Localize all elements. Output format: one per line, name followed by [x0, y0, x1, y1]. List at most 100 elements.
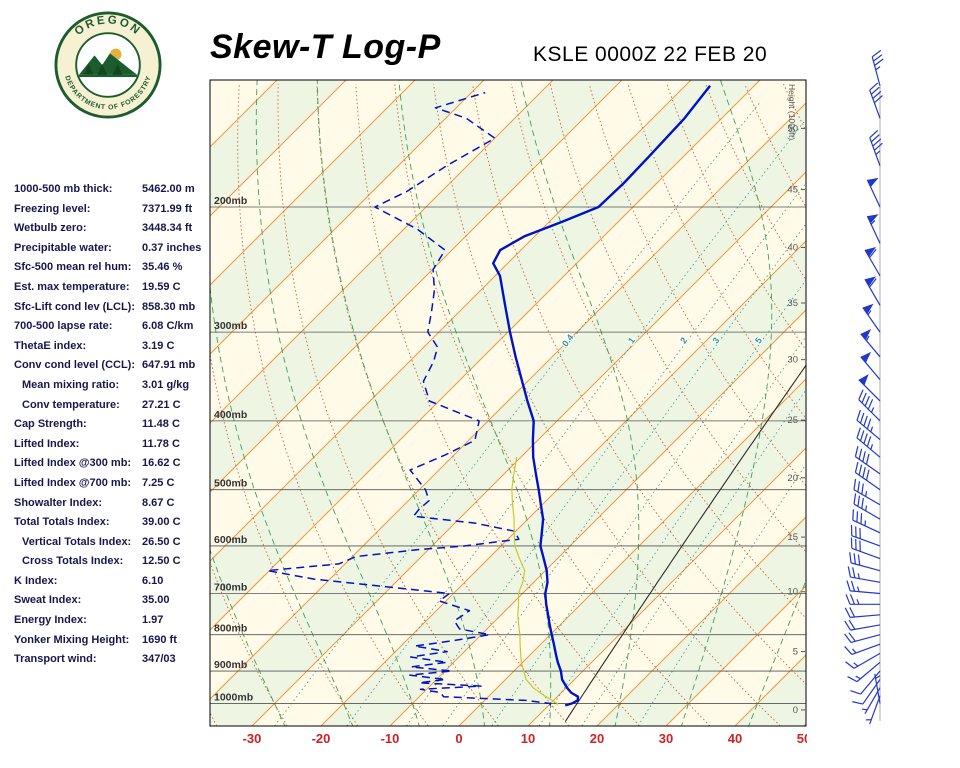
- page-title: Skew-T Log-P: [210, 28, 441, 66]
- index-label: Wetbulb zero:: [14, 222, 87, 235]
- station-datetime-label: KSLE 0000Z 22 FEB 20: [533, 43, 768, 66]
- index-value: 35.00: [142, 594, 170, 607]
- index-row: ThetaE index: 3.19 C: [14, 340, 212, 360]
- index-value: 6.08 C/km: [142, 320, 194, 333]
- index-row: Wetbulb zero: 3448.34 ft: [14, 222, 212, 242]
- svg-text:500mb: 500mb: [214, 478, 247, 490]
- index-label: Precipitable water:: [14, 241, 112, 254]
- index-row: Cross Totals Index: 12.50 C: [14, 555, 212, 575]
- index-label: Vertical Totals Index:: [22, 535, 132, 548]
- svg-text:30: 30: [787, 355, 798, 366]
- index-label: K Index:: [14, 574, 58, 587]
- svg-text:15: 15: [787, 532, 798, 543]
- svg-text:700mb: 700mb: [214, 582, 247, 594]
- background-bands: [210, 80, 806, 726]
- index-value: 347/03: [142, 653, 176, 666]
- index-label: Cross Totals Index:: [22, 555, 124, 568]
- index-value: 8.67 C: [142, 496, 175, 509]
- svg-text:25: 25: [787, 415, 798, 426]
- index-row: Energy Index: 1.97: [14, 614, 212, 634]
- svg-text:800mb: 800mb: [214, 623, 247, 635]
- index-value: 0.37 inches: [142, 241, 202, 254]
- index-value: 19.59 C: [142, 280, 181, 293]
- index-value: 11.48 C: [142, 418, 180, 431]
- index-row: 1000-500 mb thick: 5462.00 m: [14, 183, 212, 203]
- index-value: 7.25 C: [142, 476, 175, 489]
- svg-text:0: 0: [455, 731, 462, 746]
- svg-text:200mb: 200mb: [214, 195, 247, 207]
- index-label: Sweat Index:: [14, 594, 82, 607]
- index-value: 1.97: [142, 614, 164, 627]
- index-row: Conv temperature: 27.21 C: [14, 399, 212, 419]
- pressure-labels: 200mb 300mb 400mb 500mb 600mb 700mb 800mb 900mb…: [214, 195, 253, 704]
- index-row: Mean mixing ratio: 3.01 g/kg: [14, 379, 212, 399]
- svg-text:50: 50: [787, 123, 798, 134]
- svg-text:-20: -20: [312, 731, 331, 746]
- svg-text:900mb: 900mb: [214, 659, 247, 671]
- index-row: Precipitable water: 0.37 inches: [14, 242, 212, 262]
- index-label: Conv temperature:: [22, 398, 120, 411]
- index-label: Est. max temperature:: [14, 280, 130, 293]
- index-value: 6.10: [142, 574, 164, 587]
- svg-text:0: 0: [793, 705, 798, 716]
- index-row: Lifted Index: 11.78 C: [14, 438, 212, 458]
- svg-text:300mb: 300mb: [214, 320, 247, 332]
- index-value: 11.78 C: [142, 437, 180, 450]
- index-value: 3448.34 ft: [142, 222, 193, 235]
- index-label: Yonker Mixing Height:: [14, 633, 130, 646]
- index-value: 858.30 mb: [142, 300, 196, 313]
- index-label: Energy Index:: [14, 614, 87, 627]
- x-axis-labels: -30 -20 -10 0 10 20 30 40 50: [243, 731, 811, 746]
- index-value: 3.01 g/kg: [142, 378, 190, 391]
- index-label: Sfc-500 mean rel hum:: [14, 261, 132, 274]
- logo-forest-art-icon: [79, 48, 137, 78]
- index-row: Cap Strength: 11.48 C: [14, 418, 212, 438]
- temperature-trace: [492, 85, 712, 707]
- moist-adiabat-lines: [210, 80, 806, 726]
- plot-area: 0.4 1 2 3 5: [210, 80, 806, 726]
- index-label: Cap Strength:: [14, 418, 87, 431]
- svg-text:40: 40: [728, 731, 742, 746]
- index-value: 27.21 C: [142, 398, 181, 411]
- svg-text:1000mb: 1000mb: [214, 692, 253, 704]
- reference-line: [564, 364, 806, 722]
- index-label: 1000-500 mb thick:: [14, 183, 113, 195]
- index-row: Lifted Index @300 mb: 16.62 C: [14, 457, 212, 477]
- index-value: 3.19 C: [142, 339, 175, 352]
- svg-text:30: 30: [659, 731, 673, 746]
- index-value: 5462.00 m: [142, 183, 195, 195]
- index-row: Yonker Mixing Height: 1690 ft: [14, 634, 212, 654]
- index-label: Sfc-Lift cond lev (LCL):: [14, 300, 135, 313]
- index-value: 1690 ft: [142, 633, 177, 646]
- index-value: 7371.99 ft: [142, 202, 193, 215]
- svg-text:600mb: 600mb: [214, 534, 247, 546]
- index-label: Transport wind:: [14, 653, 97, 666]
- index-value: 16.62 C: [142, 457, 181, 470]
- svg-text:50: 50: [797, 731, 811, 746]
- svg-text:20: 20: [787, 473, 798, 484]
- index-row: 700-500 lapse rate: 6.08 C/km: [14, 320, 212, 340]
- index-label: ThetaE index:: [14, 339, 87, 352]
- svg-text:20: 20: [590, 731, 604, 746]
- index-row: Transport wind: 347/03: [14, 653, 212, 673]
- svg-text:45: 45: [787, 185, 798, 196]
- odf-logo-icon: OREGON DEPARTMENT OF FORESTRY: [54, 11, 162, 119]
- svg-text:5: 5: [793, 647, 798, 658]
- dry-adiabat-lines: [210, 83, 806, 726]
- svg-text:-10: -10: [381, 731, 400, 746]
- index-label: Showalter Index:: [14, 496, 103, 509]
- index-label: Lifted Index @700 mb:: [14, 476, 132, 489]
- index-label: Lifted Index @300 mb:: [14, 457, 132, 470]
- isotherm-lines: [210, 80, 806, 726]
- height-axis-title: Height (1000ft): [787, 84, 797, 140]
- svg-text:400mb: 400mb: [214, 409, 247, 421]
- index-row: Sweat Index: 35.00: [14, 594, 212, 614]
- index-row: Conv cond level (CCL): 647.91 mb: [14, 359, 212, 379]
- svg-text:-30: -30: [243, 731, 262, 746]
- index-label: Total Totals Index:: [14, 516, 110, 529]
- index-row: Est. max temperature: 19.59 C: [14, 281, 212, 301]
- index-value: 26.50 C: [142, 535, 181, 548]
